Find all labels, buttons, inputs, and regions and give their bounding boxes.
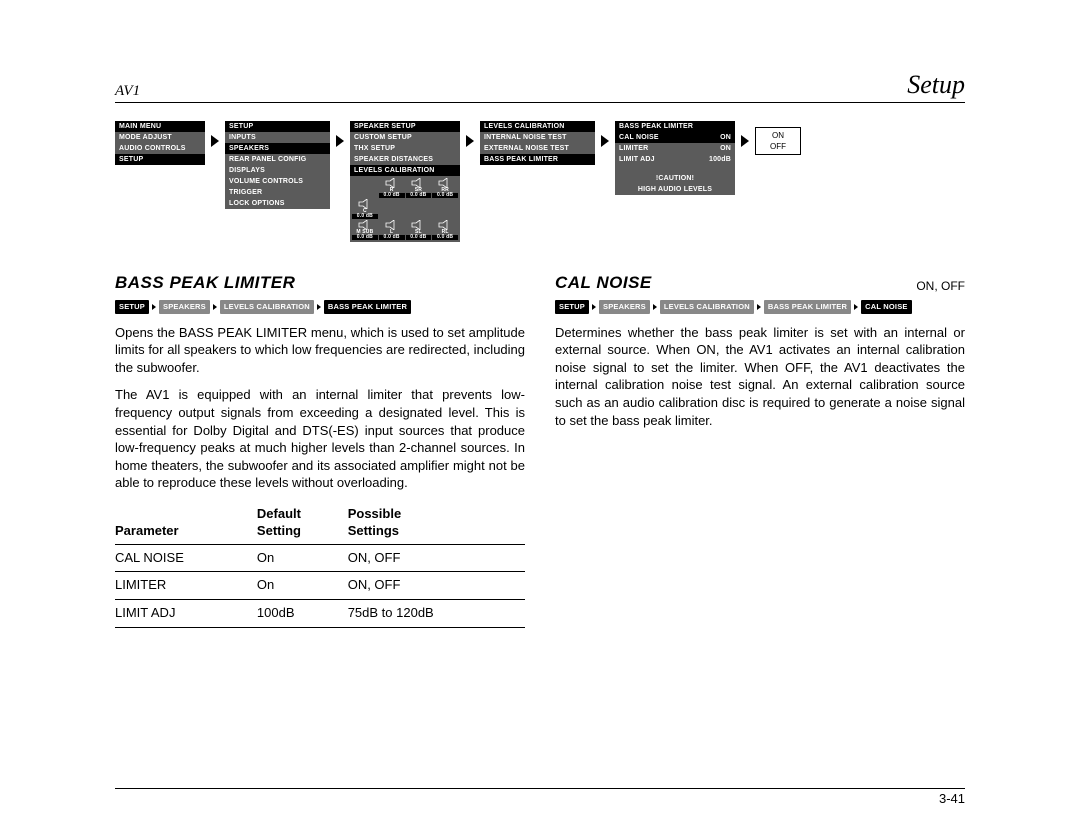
- header-right: Setup: [907, 70, 965, 100]
- menu-item[interactable]: LIMIT ADJ100dB: [615, 154, 735, 165]
- table-row: CAL NOISEOnON, OFF: [115, 544, 525, 572]
- menu-title: SETUP: [225, 121, 330, 132]
- page-footer: 3-41: [115, 788, 965, 806]
- paragraph: Opens the BASS PEAK LIMITER menu, which …: [115, 324, 525, 377]
- left-column: BASS PEAK LIMITER SETUP SPEAKERS LEVELS CA…: [115, 272, 525, 628]
- menu-item[interactable]: LOCK OPTIONS: [225, 198, 330, 209]
- table-cell: LIMIT ADJ: [115, 600, 257, 628]
- section-title: CAL NOISE: [555, 272, 652, 294]
- menu-item[interactable]: INTERNAL NOISE TEST: [480, 132, 595, 143]
- header-left: AV1: [115, 83, 140, 100]
- table-header: Parameter: [115, 502, 257, 544]
- table-header: PossibleSettings: [348, 502, 525, 544]
- breadcrumb-item: BASS PEAK LIMITER: [324, 300, 411, 314]
- parameters-table: ParameterDefaultSettingPossibleSettingsC…: [115, 502, 525, 628]
- table-cell: ON, OFF: [348, 572, 525, 600]
- menu-item[interactable]: THX SETUP: [350, 143, 460, 154]
- breadcrumb-item: SPEAKERS: [599, 300, 650, 314]
- table-cell: On: [257, 572, 348, 600]
- table-cell: LIMITER: [115, 572, 257, 600]
- page-header: AV1 Setup: [115, 70, 965, 103]
- chevron-right-icon: [152, 304, 156, 310]
- breadcrumb: SETUP SPEAKERS LEVELS CALIBRATION BASS PEAK…: [555, 300, 965, 314]
- table-cell: 75dB to 120dB: [348, 600, 525, 628]
- menu-title: SPEAKER SETUP: [350, 121, 460, 132]
- table-row: LIMIT ADJ100dB75dB to 120dB: [115, 600, 525, 628]
- menu-item[interactable]: LIMITERON: [615, 143, 735, 154]
- menu-item[interactable]: SPEAKER DISTANCES: [350, 154, 460, 165]
- right-column: CAL NOISE ON, OFF SETUP SPEAKERS LEVELS CA…: [555, 272, 965, 628]
- options-box: ONOFF: [755, 127, 801, 155]
- speaker-grid: R0.0 dBSR0.0 dBRR0.0 dBC0.0 dBM SUB0.0 d…: [350, 176, 460, 242]
- breadcrumb-item: SETUP: [115, 300, 149, 314]
- arrow-icon: [601, 135, 609, 147]
- page: AV1 Setup MAIN MENUMODE ADJUSTAUDIO CONT…: [115, 70, 965, 628]
- menu-item[interactable]: SETUP: [115, 154, 205, 165]
- arrow-icon: [741, 135, 749, 147]
- menu-title: MAIN MENU: [115, 121, 205, 132]
- section-head: CAL NOISE ON, OFF: [555, 272, 965, 294]
- breadcrumb: SETUP SPEAKERS LEVELS CALIBRATION BASS PEAK…: [115, 300, 525, 314]
- section-title: BASS PEAK LIMITER: [115, 272, 295, 294]
- section-options: ON, OFF: [916, 279, 965, 295]
- arrow-icon: [466, 135, 474, 147]
- menu-navigation-row: MAIN MENUMODE ADJUSTAUDIO CONTROLSSETUPS…: [115, 121, 965, 242]
- menu-item[interactable]: REAR PANEL CONFIG: [225, 154, 330, 165]
- menu-item[interactable]: BASS PEAK LIMITER: [480, 154, 595, 165]
- menu-item[interactable]: INPUTS: [225, 132, 330, 143]
- menu-item[interactable]: EXTERNAL NOISE TEST: [480, 143, 595, 154]
- chevron-right-icon: [854, 304, 858, 310]
- table-row: LIMITEROnON, OFF: [115, 572, 525, 600]
- menu-item[interactable]: VOLUME CONTROLS: [225, 176, 330, 187]
- menu-box: SPEAKER SETUPCUSTOM SETUPTHX SETUPSPEAKE…: [350, 121, 460, 242]
- menu-item[interactable]: LEVELS CALIBRATION: [350, 165, 460, 176]
- chevron-right-icon: [317, 304, 321, 310]
- paragraph: Determines whether the bass peak limiter…: [555, 324, 965, 429]
- menu-caution: HIGH AUDIO LEVELS: [615, 184, 735, 195]
- table-header: DefaultSetting: [257, 502, 348, 544]
- breadcrumb-item: CAL NOISE: [861, 300, 912, 314]
- menu-box: BASS PEAK LIMITERCAL NOISEONLIMITERONLIM…: [615, 121, 735, 195]
- chevron-right-icon: [213, 304, 217, 310]
- chevron-right-icon: [653, 304, 657, 310]
- chevron-right-icon: [592, 304, 596, 310]
- table-cell: 100dB: [257, 600, 348, 628]
- arrow-icon: [336, 135, 344, 147]
- menu-item[interactable]: CUSTOM SETUP: [350, 132, 460, 143]
- menu-item[interactable]: MODE ADJUST: [115, 132, 205, 143]
- menu-caution: !CAUTION!: [615, 173, 735, 184]
- breadcrumb-item: SPEAKERS: [159, 300, 210, 314]
- arrow-icon: [211, 135, 219, 147]
- menu-item[interactable]: CAL NOISEON: [615, 132, 735, 143]
- menu-item[interactable]: TRIGGER: [225, 187, 330, 198]
- breadcrumb-item: LEVELS CALIBRATION: [220, 300, 314, 314]
- paragraph: The AV1 is equipped with an internal lim…: [115, 386, 525, 491]
- chevron-right-icon: [757, 304, 761, 310]
- breadcrumb-item: SETUP: [555, 300, 589, 314]
- menu-box: LEVELS CALIBRATIONINTERNAL NOISE TESTEXT…: [480, 121, 595, 165]
- menu-item[interactable]: SPEAKERS: [225, 143, 330, 154]
- menu-item[interactable]: AUDIO CONTROLS: [115, 143, 205, 154]
- table-cell: ON, OFF: [348, 544, 525, 572]
- breadcrumb-item: LEVELS CALIBRATION: [660, 300, 754, 314]
- section-head: BASS PEAK LIMITER: [115, 272, 525, 294]
- table-cell: CAL NOISE: [115, 544, 257, 572]
- content-columns: BASS PEAK LIMITER SETUP SPEAKERS LEVELS CA…: [115, 272, 965, 628]
- table-cell: On: [257, 544, 348, 572]
- menu-box: SETUPINPUTSSPEAKERSREAR PANEL CONFIGDISP…: [225, 121, 330, 209]
- menu-title: LEVELS CALIBRATION: [480, 121, 595, 132]
- menu-title: BASS PEAK LIMITER: [615, 121, 735, 132]
- menu-item[interactable]: DISPLAYS: [225, 165, 330, 176]
- menu-box: MAIN MENUMODE ADJUSTAUDIO CONTROLSSETUP: [115, 121, 205, 165]
- breadcrumb-item: BASS PEAK LIMITER: [764, 300, 851, 314]
